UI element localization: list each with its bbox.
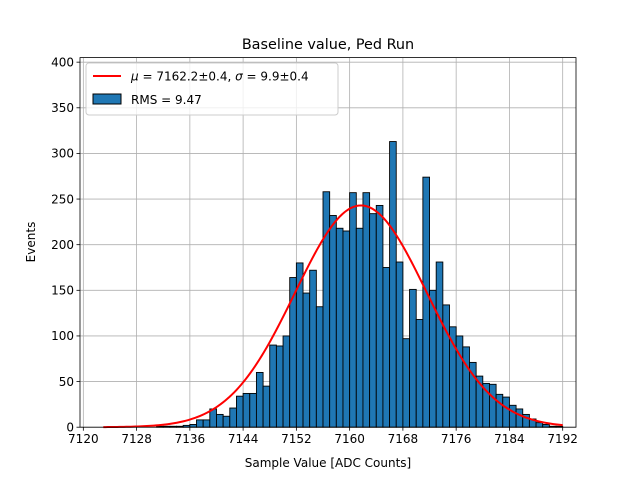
histogram-bar	[189, 424, 197, 428]
histogram-bar	[322, 191, 331, 428]
histogram-bar	[409, 288, 417, 428]
histogram-bar	[355, 227, 364, 428]
histogram-bar	[342, 230, 351, 428]
y-tick-label: 50	[59, 375, 74, 389]
histogram-bar	[335, 227, 344, 428]
histogram-bar	[395, 261, 404, 428]
histogram-bar	[269, 344, 277, 428]
histogram-bars	[156, 141, 564, 428]
histogram-bar	[402, 338, 411, 428]
x-tick-label: 7168	[388, 432, 419, 446]
histogram-bar	[249, 392, 257, 428]
histogram-bar	[236, 395, 244, 428]
y-axis-ticks: 0 50 100 150 200 250 300 350 400	[51, 55, 80, 435]
histogram-bar	[229, 407, 237, 428]
legend-hist-label: RMS = 9.47	[131, 93, 202, 107]
histogram-bar	[255, 371, 264, 428]
x-tick-label: 7184	[494, 432, 525, 446]
histogram-bar	[542, 424, 550, 428]
legend-box	[85, 62, 339, 116]
histogram-bar	[382, 267, 391, 428]
histogram-bar	[369, 213, 377, 428]
x-tick-label: 7120	[68, 432, 99, 446]
histogram-bar	[442, 304, 450, 428]
histogram-bar	[242, 392, 251, 428]
histogram-bar	[309, 269, 317, 428]
legend-mu-value: = 7162.2±0.4,	[139, 70, 235, 84]
legend-sigma-symbol: σ	[235, 70, 243, 84]
chart-title: Baseline value, Ped Run	[242, 37, 414, 53]
x-tick-label: 7192	[547, 432, 578, 446]
legend-fit-label: μ = 7162.2±0.4, σ = 9.9±0.4	[130, 70, 309, 84]
histogram-bar	[216, 413, 224, 428]
x-tick-label: 7144	[228, 432, 259, 446]
histogram-bar	[502, 396, 510, 428]
histogram-bar	[262, 385, 271, 428]
legend-hist-swatch	[92, 93, 122, 105]
histogram-bar	[535, 422, 544, 428]
x-axis-label: Sample Value [ADC Counts]	[245, 456, 411, 470]
y-tick-label: 150	[51, 284, 74, 298]
histogram-bar	[462, 346, 470, 428]
y-tick-label: 400	[51, 55, 74, 69]
histogram-bar	[275, 345, 284, 428]
gaussian-fit-curve	[103, 204, 563, 429]
y-tick-label: 0	[66, 421, 74, 435]
histogram-bar	[196, 419, 204, 428]
histogram-bar	[362, 192, 371, 428]
histogram-bar	[222, 415, 231, 428]
x-tick-label: 7136	[175, 432, 206, 446]
y-tick-label: 100	[51, 329, 74, 343]
histogram-bar	[435, 261, 444, 428]
histogram-bar	[488, 383, 497, 428]
histogram-bar	[515, 408, 524, 428]
histogram-bar	[508, 404, 517, 428]
x-tick-label: 7160	[334, 432, 365, 446]
y-tick-label: 300	[51, 147, 74, 161]
histogram-bar	[282, 335, 291, 428]
histogram-bar	[329, 215, 337, 428]
x-axis-ticks: 7120 7128 7136 7144 7152 7160 7168 7176 7184 7192	[68, 427, 578, 446]
x-tick-label: 7152	[281, 432, 312, 446]
y-tick-label: 250	[51, 192, 74, 206]
histogram-bar	[422, 176, 430, 428]
y-axis-label: Events	[24, 222, 38, 263]
legend-mu-symbol: μ	[130, 70, 139, 84]
plot-frame	[79, 57, 577, 428]
y-tick-label: 350	[51, 101, 74, 115]
histogram-bar	[315, 306, 324, 428]
y-tick-label: 200	[51, 238, 74, 252]
histogram-bar	[349, 192, 357, 428]
legend-sigma-value: = 9.9±0.4	[243, 70, 309, 84]
histogram-bar	[495, 393, 504, 428]
legend: μ = 7162.2±0.4, σ = 9.9±0.4 RMS = 9.47	[85, 62, 339, 116]
histogram-bar	[389, 141, 397, 428]
histogram-bar	[202, 419, 211, 428]
x-tick-label: 7176	[441, 432, 472, 446]
histogram-bar	[302, 292, 311, 428]
x-tick-label: 7128	[121, 432, 152, 446]
histogram-bar	[415, 319, 424, 428]
histogram-bar	[375, 204, 384, 428]
